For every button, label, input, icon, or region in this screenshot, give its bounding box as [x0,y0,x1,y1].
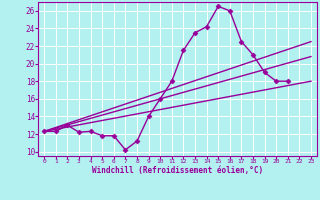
X-axis label: Windchill (Refroidissement éolien,°C): Windchill (Refroidissement éolien,°C) [92,166,263,175]
